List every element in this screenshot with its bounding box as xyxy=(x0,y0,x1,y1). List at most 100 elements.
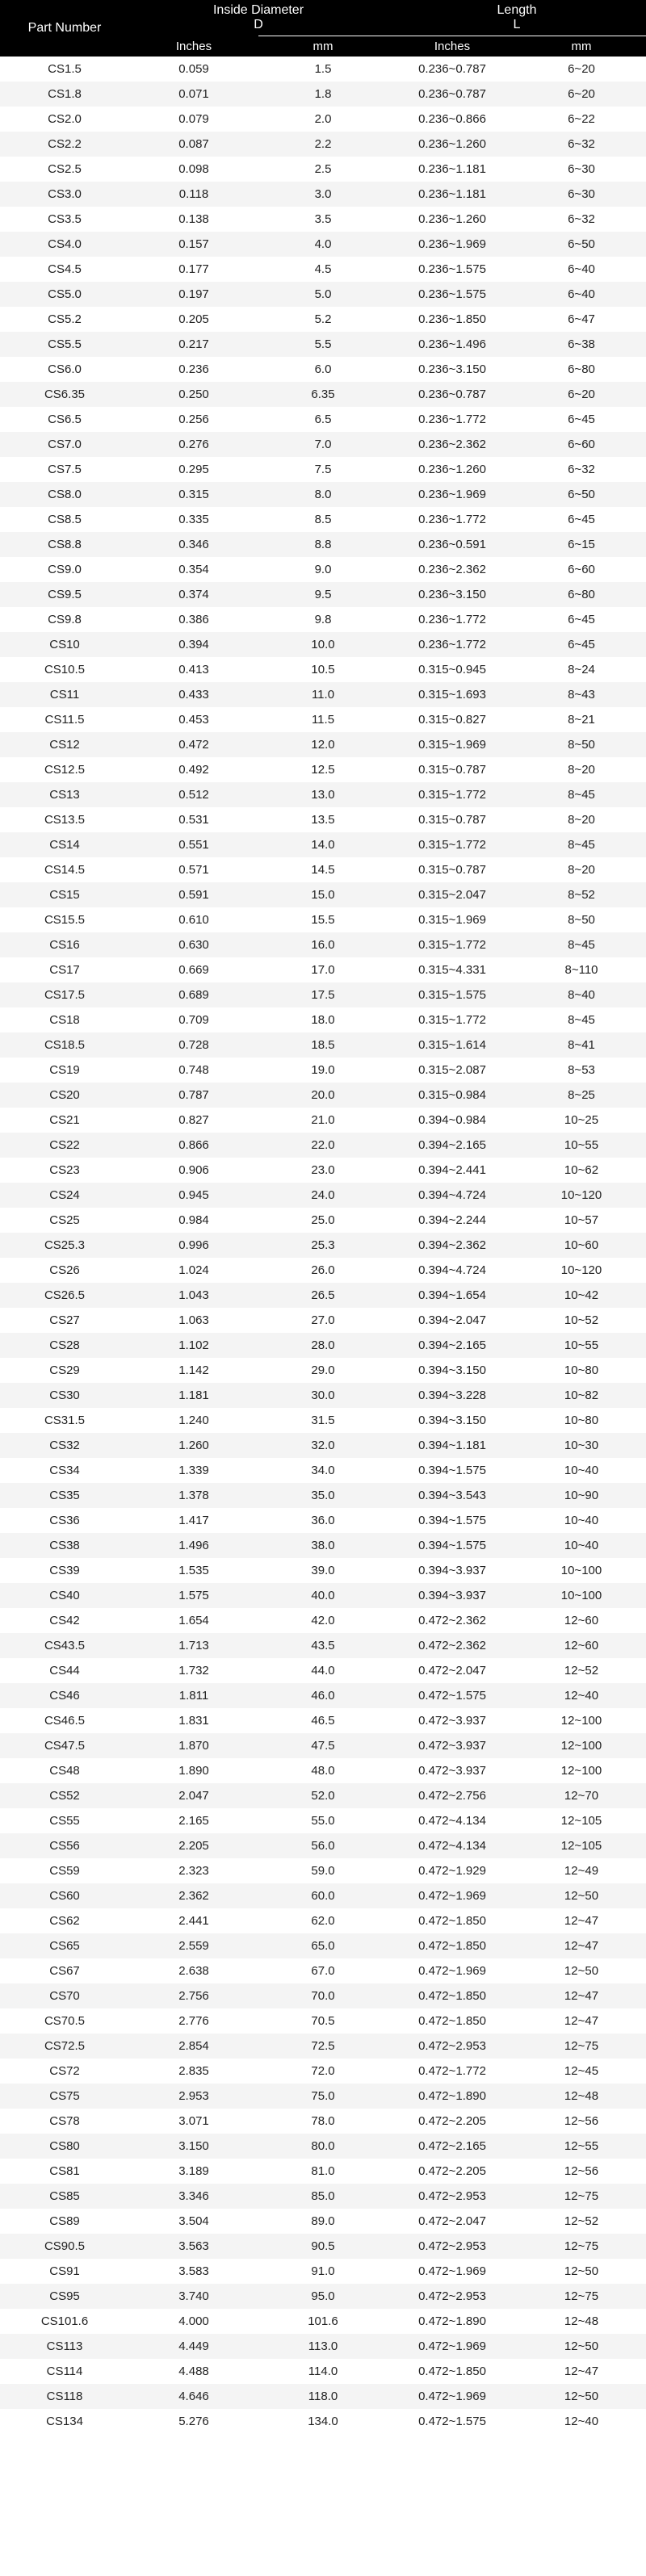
cell-part: CS6.35 xyxy=(0,382,129,407)
cell-id-inches: 3.346 xyxy=(129,2184,258,2209)
cell-len-mm: 8~41 xyxy=(517,1032,646,1058)
cell-id-inches: 1.260 xyxy=(129,1433,258,1458)
cell-id-inches: 0.177 xyxy=(129,257,258,282)
cell-len-inches: 0.472~2.756 xyxy=(388,1783,517,1808)
cell-len-inches: 0.472~3.937 xyxy=(388,1733,517,1758)
cell-id-inches: 0.079 xyxy=(129,107,258,132)
header-len-mm: mm xyxy=(517,36,646,57)
cell-len-mm: 10~55 xyxy=(517,1333,646,1358)
cell-len-mm: 6~80 xyxy=(517,582,646,607)
cell-id-mm: 27.0 xyxy=(258,1308,388,1333)
cell-id-mm: 114.0 xyxy=(258,2359,388,2384)
cell-len-inches: 0.472~2.953 xyxy=(388,2034,517,2059)
cell-len-inches: 0.394~3.543 xyxy=(388,1483,517,1508)
cell-len-inches: 0.315~1.614 xyxy=(388,1032,517,1058)
cell-len-inches: 0.394~3.937 xyxy=(388,1583,517,1608)
cell-len-inches: 0.315~2.047 xyxy=(388,882,517,907)
cell-id-inches: 1.535 xyxy=(129,1558,258,1583)
cell-len-mm: 10~40 xyxy=(517,1458,646,1483)
cell-id-mm: 18.5 xyxy=(258,1032,388,1058)
cell-len-mm: 6~20 xyxy=(517,82,646,107)
cell-len-mm: 8~45 xyxy=(517,1007,646,1032)
cell-len-mm: 12~47 xyxy=(517,1908,646,1933)
cell-id-inches: 2.362 xyxy=(129,1883,258,1908)
cell-id-mm: 11.5 xyxy=(258,707,388,732)
cell-id-inches: 3.563 xyxy=(129,2234,258,2259)
cell-id-mm: 59.0 xyxy=(258,1858,388,1883)
cell-len-inches: 0.236~0.787 xyxy=(388,57,517,82)
cell-len-mm: 6~45 xyxy=(517,507,646,532)
cell-len-mm: 12~50 xyxy=(517,2384,646,2409)
cell-id-inches: 0.551 xyxy=(129,832,258,857)
cell-id-inches: 2.047 xyxy=(129,1783,258,1808)
cell-id-mm: 8.8 xyxy=(258,532,388,557)
table-row: CS160.63016.00.315~1.7728~45 xyxy=(0,932,646,957)
cell-id-inches: 0.335 xyxy=(129,507,258,532)
cell-id-mm: 23.0 xyxy=(258,1158,388,1183)
cell-len-inches: 0.236~1.575 xyxy=(388,257,517,282)
cell-part: CS48 xyxy=(0,1758,129,1783)
cell-part: CS32 xyxy=(0,1433,129,1458)
cell-part: CS8.8 xyxy=(0,532,129,557)
cell-id-mm: 101.6 xyxy=(258,2309,388,2334)
cell-id-inches: 0.591 xyxy=(129,882,258,907)
cell-part: CS13 xyxy=(0,782,129,807)
cell-part: CS34 xyxy=(0,1458,129,1483)
cell-len-mm: 6~47 xyxy=(517,307,646,332)
cell-id-mm: 118.0 xyxy=(258,2384,388,2409)
cell-id-mm: 16.0 xyxy=(258,932,388,957)
cell-id-inches: 1.496 xyxy=(129,1533,258,1558)
table-row: CS17.50.68917.50.315~1.5758~40 xyxy=(0,982,646,1007)
table-row: CS421.65442.00.472~2.36212~60 xyxy=(0,1608,646,1633)
spec-table: Part Number Inside Diameter D Length L I… xyxy=(0,0,646,2434)
cell-len-inches: 0.394~2.441 xyxy=(388,1158,517,1183)
cell-id-mm: 70.0 xyxy=(258,1983,388,2008)
cell-id-mm: 67.0 xyxy=(258,1958,388,1983)
table-row: CS1.50.0591.50.236~0.7876~20 xyxy=(0,57,646,82)
cell-len-inches: 0.394~1.575 xyxy=(388,1508,517,1533)
cell-id-inches: 0.787 xyxy=(129,1083,258,1108)
cell-id-mm: 6.0 xyxy=(258,357,388,382)
table-row: CS261.02426.00.394~4.72410~120 xyxy=(0,1258,646,1283)
cell-id-mm: 2.0 xyxy=(258,107,388,132)
table-row: CS7.50.2957.50.236~1.2606~32 xyxy=(0,457,646,482)
cell-id-mm: 26.0 xyxy=(258,1258,388,1283)
cell-part: CS1.5 xyxy=(0,57,129,82)
cell-id-mm: 17.0 xyxy=(258,957,388,982)
cell-len-mm: 12~52 xyxy=(517,1658,646,1683)
cell-part: CS4.0 xyxy=(0,232,129,257)
cell-id-mm: 29.0 xyxy=(258,1358,388,1383)
cell-len-mm: 12~55 xyxy=(517,2134,646,2159)
cell-id-mm: 13.5 xyxy=(258,807,388,832)
cell-part: CS40 xyxy=(0,1583,129,1608)
cell-id-mm: 113.0 xyxy=(258,2334,388,2359)
cell-len-inches: 0.394~4.724 xyxy=(388,1183,517,1208)
cell-part: CS95 xyxy=(0,2284,129,2309)
table-row: CS271.06327.00.394~2.04710~52 xyxy=(0,1308,646,1333)
cell-len-mm: 12~47 xyxy=(517,2359,646,2384)
cell-len-inches: 0.315~1.969 xyxy=(388,732,517,757)
cell-id-inches: 0.433 xyxy=(129,682,258,707)
table-row: CS18.50.72818.50.315~1.6148~41 xyxy=(0,1032,646,1058)
cell-id-inches: 3.583 xyxy=(129,2259,258,2284)
table-row: CS4.00.1574.00.236~1.9696~50 xyxy=(0,232,646,257)
cell-len-inches: 0.472~1.575 xyxy=(388,1683,517,1708)
cell-len-inches: 0.236~1.181 xyxy=(388,182,517,207)
header-id-group: Inside Diameter D xyxy=(129,0,388,36)
cell-id-inches: 0.996 xyxy=(129,1233,258,1258)
cell-id-inches: 1.417 xyxy=(129,1508,258,1533)
cell-id-mm: 78.0 xyxy=(258,2109,388,2134)
cell-len-inches: 0.315~4.331 xyxy=(388,957,517,982)
cell-len-mm: 12~60 xyxy=(517,1633,646,1658)
cell-id-inches: 0.630 xyxy=(129,932,258,957)
cell-len-mm: 10~25 xyxy=(517,1108,646,1133)
cell-id-mm: 70.5 xyxy=(258,2008,388,2034)
cell-id-mm: 85.0 xyxy=(258,2184,388,2209)
cell-len-inches: 0.236~1.496 xyxy=(388,332,517,357)
cell-id-mm: 5.5 xyxy=(258,332,388,357)
cell-len-mm: 12~60 xyxy=(517,1608,646,1633)
table-row: CS3.50.1383.50.236~1.2606~32 xyxy=(0,207,646,232)
cell-len-inches: 0.236~1.772 xyxy=(388,507,517,532)
table-row: CS1.80.0711.80.236~0.7876~20 xyxy=(0,82,646,107)
cell-len-mm: 10~40 xyxy=(517,1533,646,1558)
